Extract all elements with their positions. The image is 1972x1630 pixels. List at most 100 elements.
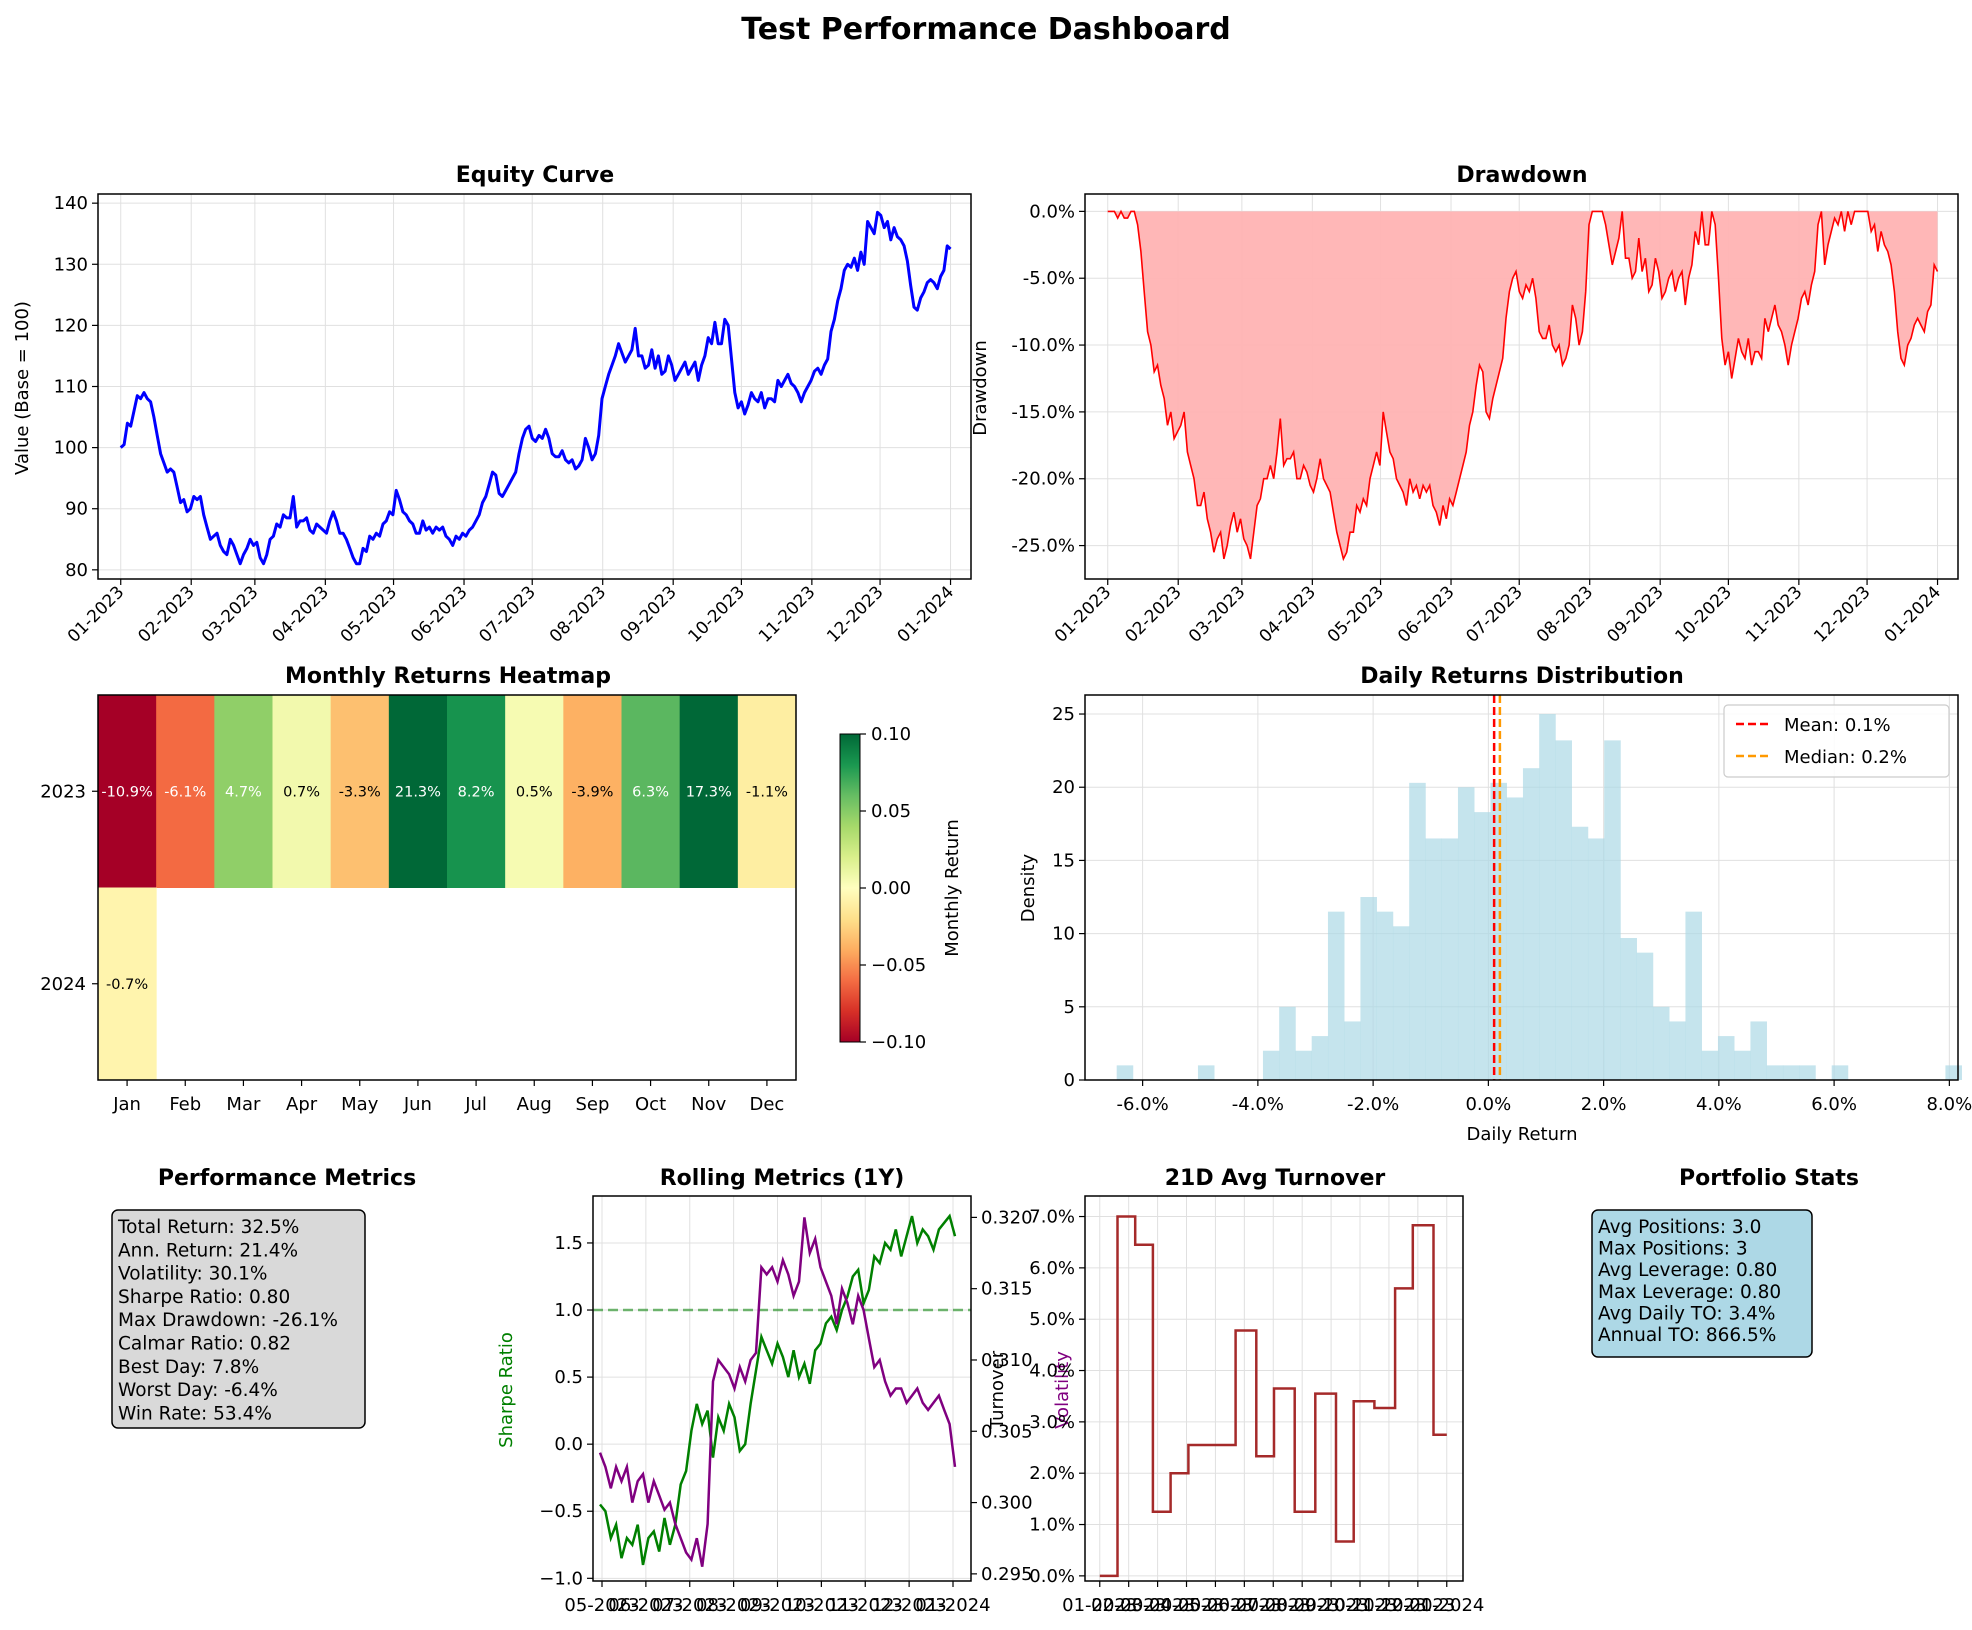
rolling-y2tick-label: 0.295	[981, 1564, 1033, 1585]
turnover-xtick-label: 03-2023	[1120, 1595, 1195, 1616]
rolling-y2tick-label: 0.315	[981, 1279, 1033, 1300]
turnover-frame	[1084, 1195, 1464, 1582]
drawdown-xtick-label: 10-2023	[1672, 582, 1736, 646]
heatmap-xtick-label: Sep	[575, 1094, 609, 1115]
heatmap-xtick-label: Oct	[635, 1094, 666, 1115]
histogram-bar	[1279, 1006, 1296, 1080]
rolling-ytick-label: −0.5	[539, 1501, 583, 1522]
colorbar-label: Monthly Return	[942, 819, 963, 957]
rolling-y2tick-label: 0.320	[981, 1207, 1033, 1228]
equity-ytick-label: 80	[65, 560, 88, 581]
legend-mean-label: Mean: 0.1%	[1784, 715, 1891, 736]
turnover-ytick-label: 3.0%	[1029, 1412, 1075, 1433]
drawdown-xtick-label: 12-2023	[1810, 582, 1874, 646]
rolling-y2tick-label: 0.310	[981, 1350, 1033, 1371]
histogram-xtick-label: 8.0%	[1926, 1094, 1972, 1115]
heatmap-xtick-label: Jan	[112, 1094, 141, 1115]
heatmap-xtick-label: Jul	[464, 1094, 487, 1115]
heatmap-cell-label: 6.3%	[632, 784, 669, 800]
heatmap-ytick-label: 2024	[40, 974, 86, 995]
histogram-ytick-label: 20	[1052, 777, 1075, 798]
equity-xtick-label: 02-2023	[134, 582, 198, 646]
histogram-bars	[1116, 714, 1962, 1080]
histogram-bar	[1376, 911, 1394, 1080]
histogram-axes: 0 5 10 15 20 25 -6.0% -4.0% -2.0% 0.0% 2.0% 4.0% 6.0…	[1052, 704, 1972, 1115]
rolling-xtick-label: 01-2024	[915, 1595, 990, 1616]
histogram-bar	[1392, 926, 1410, 1080]
histogram-bar	[1360, 897, 1377, 1080]
stats-line: Avg Positions: 3.0	[1598, 1217, 1761, 1238]
histogram-bar	[1734, 1050, 1751, 1080]
rolling-y2label: Volatility	[1052, 1351, 1073, 1429]
heatmap-axes: Jan Feb Mar Apr May Jun Jul Aug Sep Oct Nov Dec 2023…	[40, 781, 784, 1115]
histogram-bar	[1571, 826, 1589, 1080]
heatmap-cell-label: 17.3%	[686, 784, 732, 800]
equity-xtick-label: 06-2023	[407, 582, 471, 646]
histogram-xlabel: Daily Return	[1467, 1124, 1578, 1145]
equity-ytick-label: 90	[65, 499, 88, 520]
turnover-xtick-label: 06-2023	[1207, 1595, 1282, 1616]
stats-line: Max Leverage: 0.80	[1598, 1282, 1781, 1303]
equity-ylabel: Value (Base = 100)	[12, 301, 33, 475]
drawdown-ytick-label: -20.0%	[1011, 469, 1075, 490]
rolling-xtick-label: 10-2023	[784, 1595, 859, 1616]
drawdown-ytick-label: -5.0%	[1023, 268, 1075, 289]
drawdown-xtick-label: 06-2023	[1394, 582, 1458, 646]
histogram-xtick-label: -2.0%	[1347, 1094, 1399, 1115]
histogram-bar	[1262, 1050, 1280, 1080]
drawdown-series	[1107, 209, 1939, 562]
heatmap-cell	[156, 695, 215, 888]
turnover-xtick-label: 04-2023	[1149, 1595, 1224, 1616]
histogram-xtick-label: 4.0%	[1696, 1094, 1742, 1115]
metrics-line: Worst Day: -6.4%	[118, 1380, 278, 1401]
histogram-bar	[1425, 838, 1442, 1080]
turnover-ytick-label: 5.0%	[1029, 1309, 1075, 1330]
histogram-bar	[1327, 911, 1345, 1080]
drawdown-ytick-label: 0.0%	[1029, 201, 1075, 222]
histogram-bar	[1782, 1065, 1800, 1080]
heatmap-cell	[330, 695, 390, 888]
equity-series	[119, 210, 952, 566]
histogram-bar	[1474, 812, 1491, 1080]
turnover-xtick-label: 10-2023	[1322, 1595, 1397, 1616]
histogram-bar	[1344, 1021, 1361, 1080]
stats-box	[1591, 1209, 1813, 1358]
equity-xtick-label: 11-2023	[755, 582, 819, 646]
equity-xtick-label: 12-2023	[823, 582, 887, 646]
heatmap-cell-label: -0.7%	[106, 977, 148, 993]
heatmap-cell	[447, 695, 506, 888]
equity-xtick-label: 08-2023	[546, 582, 610, 646]
rolling-ytick-label: 1.0	[554, 1300, 583, 1321]
turnover-xtick-label: 09-2023	[1293, 1595, 1368, 1616]
histogram-title: Daily Returns Distribution	[1360, 664, 1684, 689]
histogram-bar	[1197, 1065, 1215, 1080]
turnover-xtick-label: 01-2024	[1409, 1595, 1484, 1616]
rolling-grid	[593, 1196, 971, 1581]
turnover-ytick-label: 6.0%	[1029, 1258, 1075, 1279]
rolling-xtick-label: 07-2023	[652, 1595, 727, 1616]
rolling-axes: −1.0 −0.5 0.0 0.5 1.0 1.5 0.295 0.300 0.305 0.310…	[539, 1207, 1032, 1616]
histogram-bar	[1604, 740, 1621, 1080]
turnover-xtick-label: 07-2023	[1236, 1595, 1311, 1616]
histogram-xtick-label: 6.0%	[1811, 1094, 1857, 1115]
rolling-xtick-label: 05-2023	[564, 1595, 639, 1616]
volatility-line	[598, 1217, 957, 1567]
histogram-bar	[1295, 1050, 1312, 1080]
rolling-series	[593, 1213, 971, 1567]
equity-xtick-label: 09-2023	[616, 582, 680, 646]
histogram-bar	[1555, 740, 1572, 1080]
heatmap-xtick-label: May	[341, 1094, 379, 1115]
histogram-ytick-label: 25	[1052, 704, 1075, 725]
drawdown-ytick-label: -25.0%	[1011, 536, 1075, 557]
colorbar-tick-label: 0.00	[871, 878, 911, 899]
drawdown-xtick-label: 02-2023	[1121, 582, 1185, 646]
equity-ytick-label: 130	[54, 254, 88, 275]
equity-xtick-label: 03-2023	[198, 582, 262, 646]
turnover-ytick-label: 2.0%	[1029, 1463, 1075, 1484]
histogram-bar	[1831, 1065, 1849, 1080]
performance-metrics-panel: Performance Metrics Total Return: 32.5%A…	[111, 1166, 416, 1429]
histogram-xtick-label: -4.0%	[1232, 1094, 1284, 1115]
drawdown-xtick-label: 01-2024	[1881, 582, 1945, 646]
rolling-chart: Rolling Metrics (1Y) Sharpe Ratio Turnov…	[496, 1166, 1073, 1616]
